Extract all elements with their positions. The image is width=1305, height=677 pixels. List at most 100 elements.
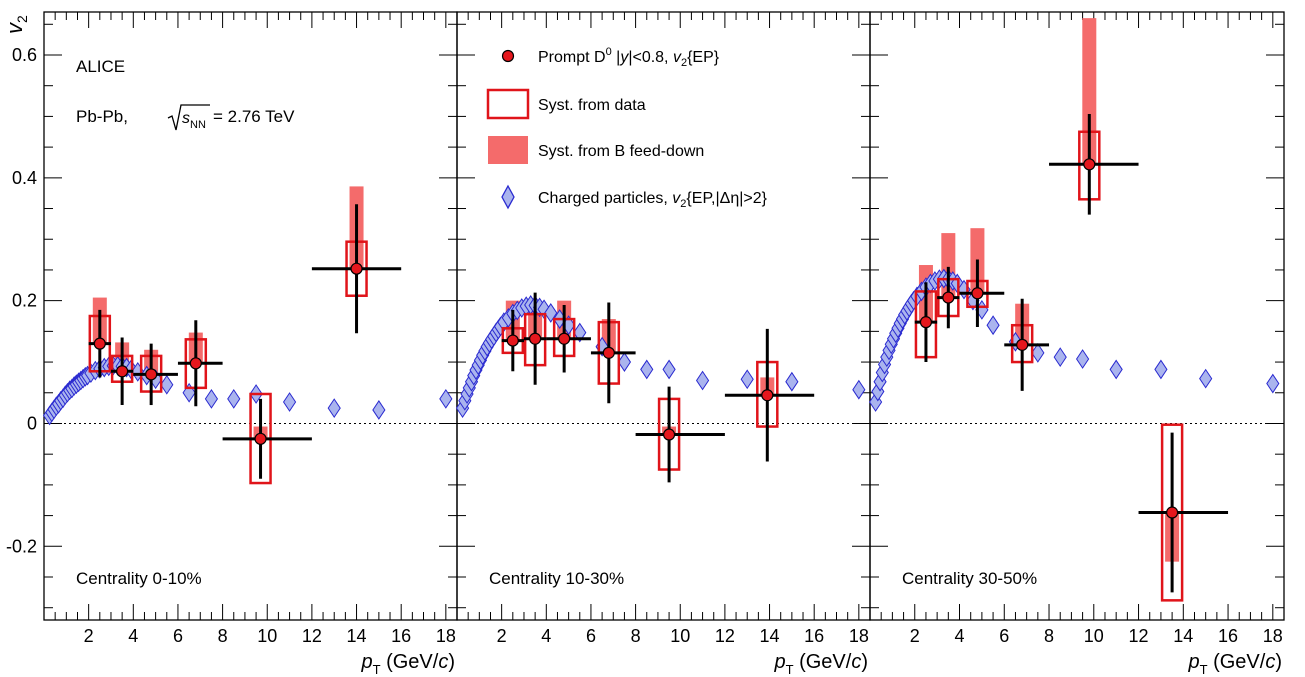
charged-point [439, 389, 453, 409]
legend-entry-syst-data: Syst. from data [486, 88, 646, 120]
x-tick-label: 10 [1084, 626, 1104, 646]
x-tick-label: 14 [1173, 626, 1193, 646]
d-meson-point [1016, 338, 1029, 351]
d-meson-point [350, 262, 363, 275]
charged-point [785, 371, 799, 392]
charged-point [544, 303, 558, 323]
x-tick-label: 2 [910, 626, 920, 646]
x-tick-label: 12 [1129, 626, 1149, 646]
y-axis-title-v: v [2, 21, 27, 34]
x-tick-label: 12 [715, 626, 735, 646]
y-tick-label: 0.4 [12, 168, 37, 188]
legend: Prompt D0 |y|<0.8, v2{EP} Syst. from dat… [486, 46, 768, 210]
y-tick-label: 0 [27, 413, 37, 433]
d-meson-point [602, 346, 615, 359]
energy-value: = 2.76 TeV [213, 107, 295, 126]
x-tick-label: 12 [302, 626, 322, 646]
x-tick-label: 8 [631, 626, 641, 646]
x-tick-label: 14 [760, 626, 780, 646]
x-axis-title: pT (GeV/c) [773, 651, 868, 677]
system-label: Pb-Pb, [76, 107, 128, 126]
d-meson-point [919, 316, 933, 329]
charged-point [573, 322, 587, 343]
d-meson-point [662, 428, 676, 441]
charged-point [1053, 347, 1067, 368]
x-tick-label: 18 [849, 626, 869, 646]
d-meson-point [529, 332, 542, 345]
legend-dmeson-marker [501, 49, 515, 63]
charged-point [695, 370, 710, 391]
charged-point [986, 315, 1000, 336]
x-tick-label: 10 [670, 626, 690, 646]
x-tick-label: 14 [347, 626, 367, 646]
x-axis-title: pT (GeV/c) [1187, 651, 1282, 677]
x-tick-label: 4 [541, 626, 551, 646]
x-tick-label: 18 [436, 626, 456, 646]
x-tick-label: 4 [128, 626, 138, 646]
d-meson-point [93, 337, 106, 350]
x-tick-label: 2 [84, 626, 94, 646]
x-tick-label: 8 [218, 626, 228, 646]
legend-charged-diamond [501, 184, 515, 210]
x-tick-label: 16 [391, 626, 411, 646]
x-axis-title: pT (GeV/c) [360, 651, 455, 677]
energy-label: sNN = 2.76 TeV [167, 104, 295, 131]
legend-entry-charged: Charged particles, v2{EP,|Δη|>2} [501, 184, 768, 210]
panel-frame [869, 11, 1285, 621]
charged-point [1266, 373, 1280, 394]
feeddown-syst [1082, 18, 1097, 165]
d-meson-point [189, 357, 202, 370]
charged-point [1199, 368, 1213, 389]
panel-1: 2 4 6 8 10 12 14 16 18 Centrality 0-10% pT (GeV/c) [42, 11, 458, 677]
d-meson-point [254, 432, 267, 445]
charged-point [160, 374, 174, 395]
y-axis-title-sub: 2 [14, 15, 30, 23]
charged-point [327, 398, 341, 419]
legend-charged-text: Charged particles, v2{EP,|Δη|>2} [538, 190, 768, 210]
charged-point [204, 389, 219, 409]
d-meson-point [1083, 158, 1096, 171]
d-meson-point [558, 332, 571, 345]
charged-point [662, 359, 676, 380]
charged-point [852, 379, 866, 400]
plot-panels: 2 4 6 8 10 12 14 16 18 Centrality 0-10% pT (GeV/c)… [6, 11, 1285, 677]
energy-symbol: sNN [182, 110, 206, 131]
x-tick-label: 6 [586, 626, 596, 646]
charged-point [640, 359, 654, 380]
sqrt-sign [167, 104, 210, 131]
x-tick-label: 2 [497, 626, 507, 646]
centrality-label: Centrality 30-50% [902, 569, 1037, 588]
charged-point [227, 389, 241, 409]
charged-point [282, 392, 297, 412]
legend-syst-data-box [486, 88, 530, 120]
charged-point [1109, 359, 1123, 380]
charged-point [1075, 349, 1090, 369]
x-tick-label: 18 [1263, 626, 1283, 646]
d-meson-point [971, 287, 984, 300]
panel-2: 2 4 6 8 10 12 14 16 18 Centrality 10-30% pT (GeV/c… [455, 11, 871, 677]
d-meson-point [145, 368, 158, 381]
charged-point [617, 352, 632, 372]
d-meson-point [116, 365, 129, 378]
panel-3: 2 4 6 8 10 12 14 16 18 Centrality 30-50% pT (GeV/c… [868, 11, 1285, 677]
y-tick-label: -0.2 [6, 536, 37, 556]
x-tick-label: 6 [173, 626, 183, 646]
d-meson-point [942, 291, 955, 304]
experiment-label: ALICE [76, 57, 125, 76]
charged-point [372, 400, 386, 420]
legend-feeddown-text: Syst. from B feed-down [538, 143, 704, 160]
x-tick-label: 4 [955, 626, 965, 646]
legend-feeddown-fill [488, 136, 528, 164]
d-meson-point [506, 334, 519, 347]
legend-entry-syst-feeddown: Syst. from B feed-down [488, 136, 704, 164]
d-meson-point [1166, 506, 1179, 519]
charged-point [740, 369, 754, 390]
y-tick-label: 0.6 [12, 45, 37, 65]
y-axis-title: v2 [2, 15, 30, 34]
x-tick-label: 8 [1044, 626, 1054, 646]
y-tick-label: 0.2 [12, 291, 37, 311]
x-tick-label: 10 [257, 626, 277, 646]
charged-point [868, 392, 883, 412]
charged-point [1031, 342, 1045, 363]
